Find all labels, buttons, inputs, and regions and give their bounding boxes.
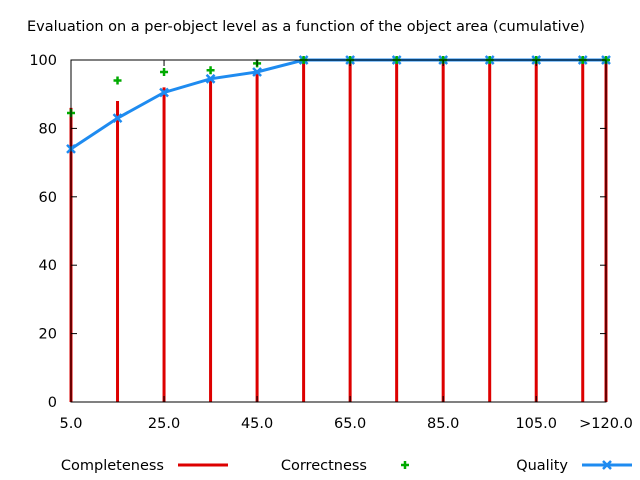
legend-label-correctness: Correctness: [281, 458, 367, 474]
y-tick-label: 60: [39, 190, 57, 206]
completeness-bars: [69, 60, 608, 402]
legend-label-completeness: Completeness: [61, 458, 164, 474]
plot-border: [70, 59, 607, 403]
y-tick-label: 100: [29, 53, 57, 69]
x-tick-label: 65.0: [334, 416, 366, 432]
legend-label-quality: Quality: [516, 458, 568, 474]
legend-marker-quality: [602, 460, 612, 470]
y-tick-label: 0: [48, 395, 57, 411]
correctness-points: [67, 56, 610, 118]
quality-line: [70, 58, 606, 151]
correctness-point: [160, 67, 169, 76]
x-tick-label: >120.0: [579, 416, 633, 432]
correctness-point: [206, 66, 215, 75]
correctness-point: [113, 76, 122, 85]
y-tick-label: 20: [39, 327, 57, 343]
legend-swatch-correctness: [401, 461, 409, 469]
quality-point: [112, 113, 123, 124]
x-tick-label: 5.0: [59, 416, 82, 432]
x-axis-ticks: 5.0 25.0 45.0 65.0 85.0 105.0 >120.0: [59, 60, 633, 432]
x-tick-label: 85.0: [427, 416, 459, 432]
y-tick-label: 80: [39, 121, 57, 137]
quality-point: [159, 87, 169, 98]
legend: Completeness Correctness Quality: [61, 458, 632, 474]
x-tick-label: 105.0: [515, 416, 557, 432]
x-tick-label: 25.0: [148, 416, 180, 432]
y-tick-label: 40: [39, 258, 57, 274]
quality-point: [205, 73, 216, 84]
quality-markers: [66, 55, 611, 154]
y-axis-ticks: 0 20 40 60 80 100: [29, 53, 606, 411]
x-tick-label: 45.0: [241, 416, 273, 432]
quality-point: [252, 67, 262, 77]
chart-title: Evaluation on a per-object level as a fu…: [27, 19, 585, 35]
